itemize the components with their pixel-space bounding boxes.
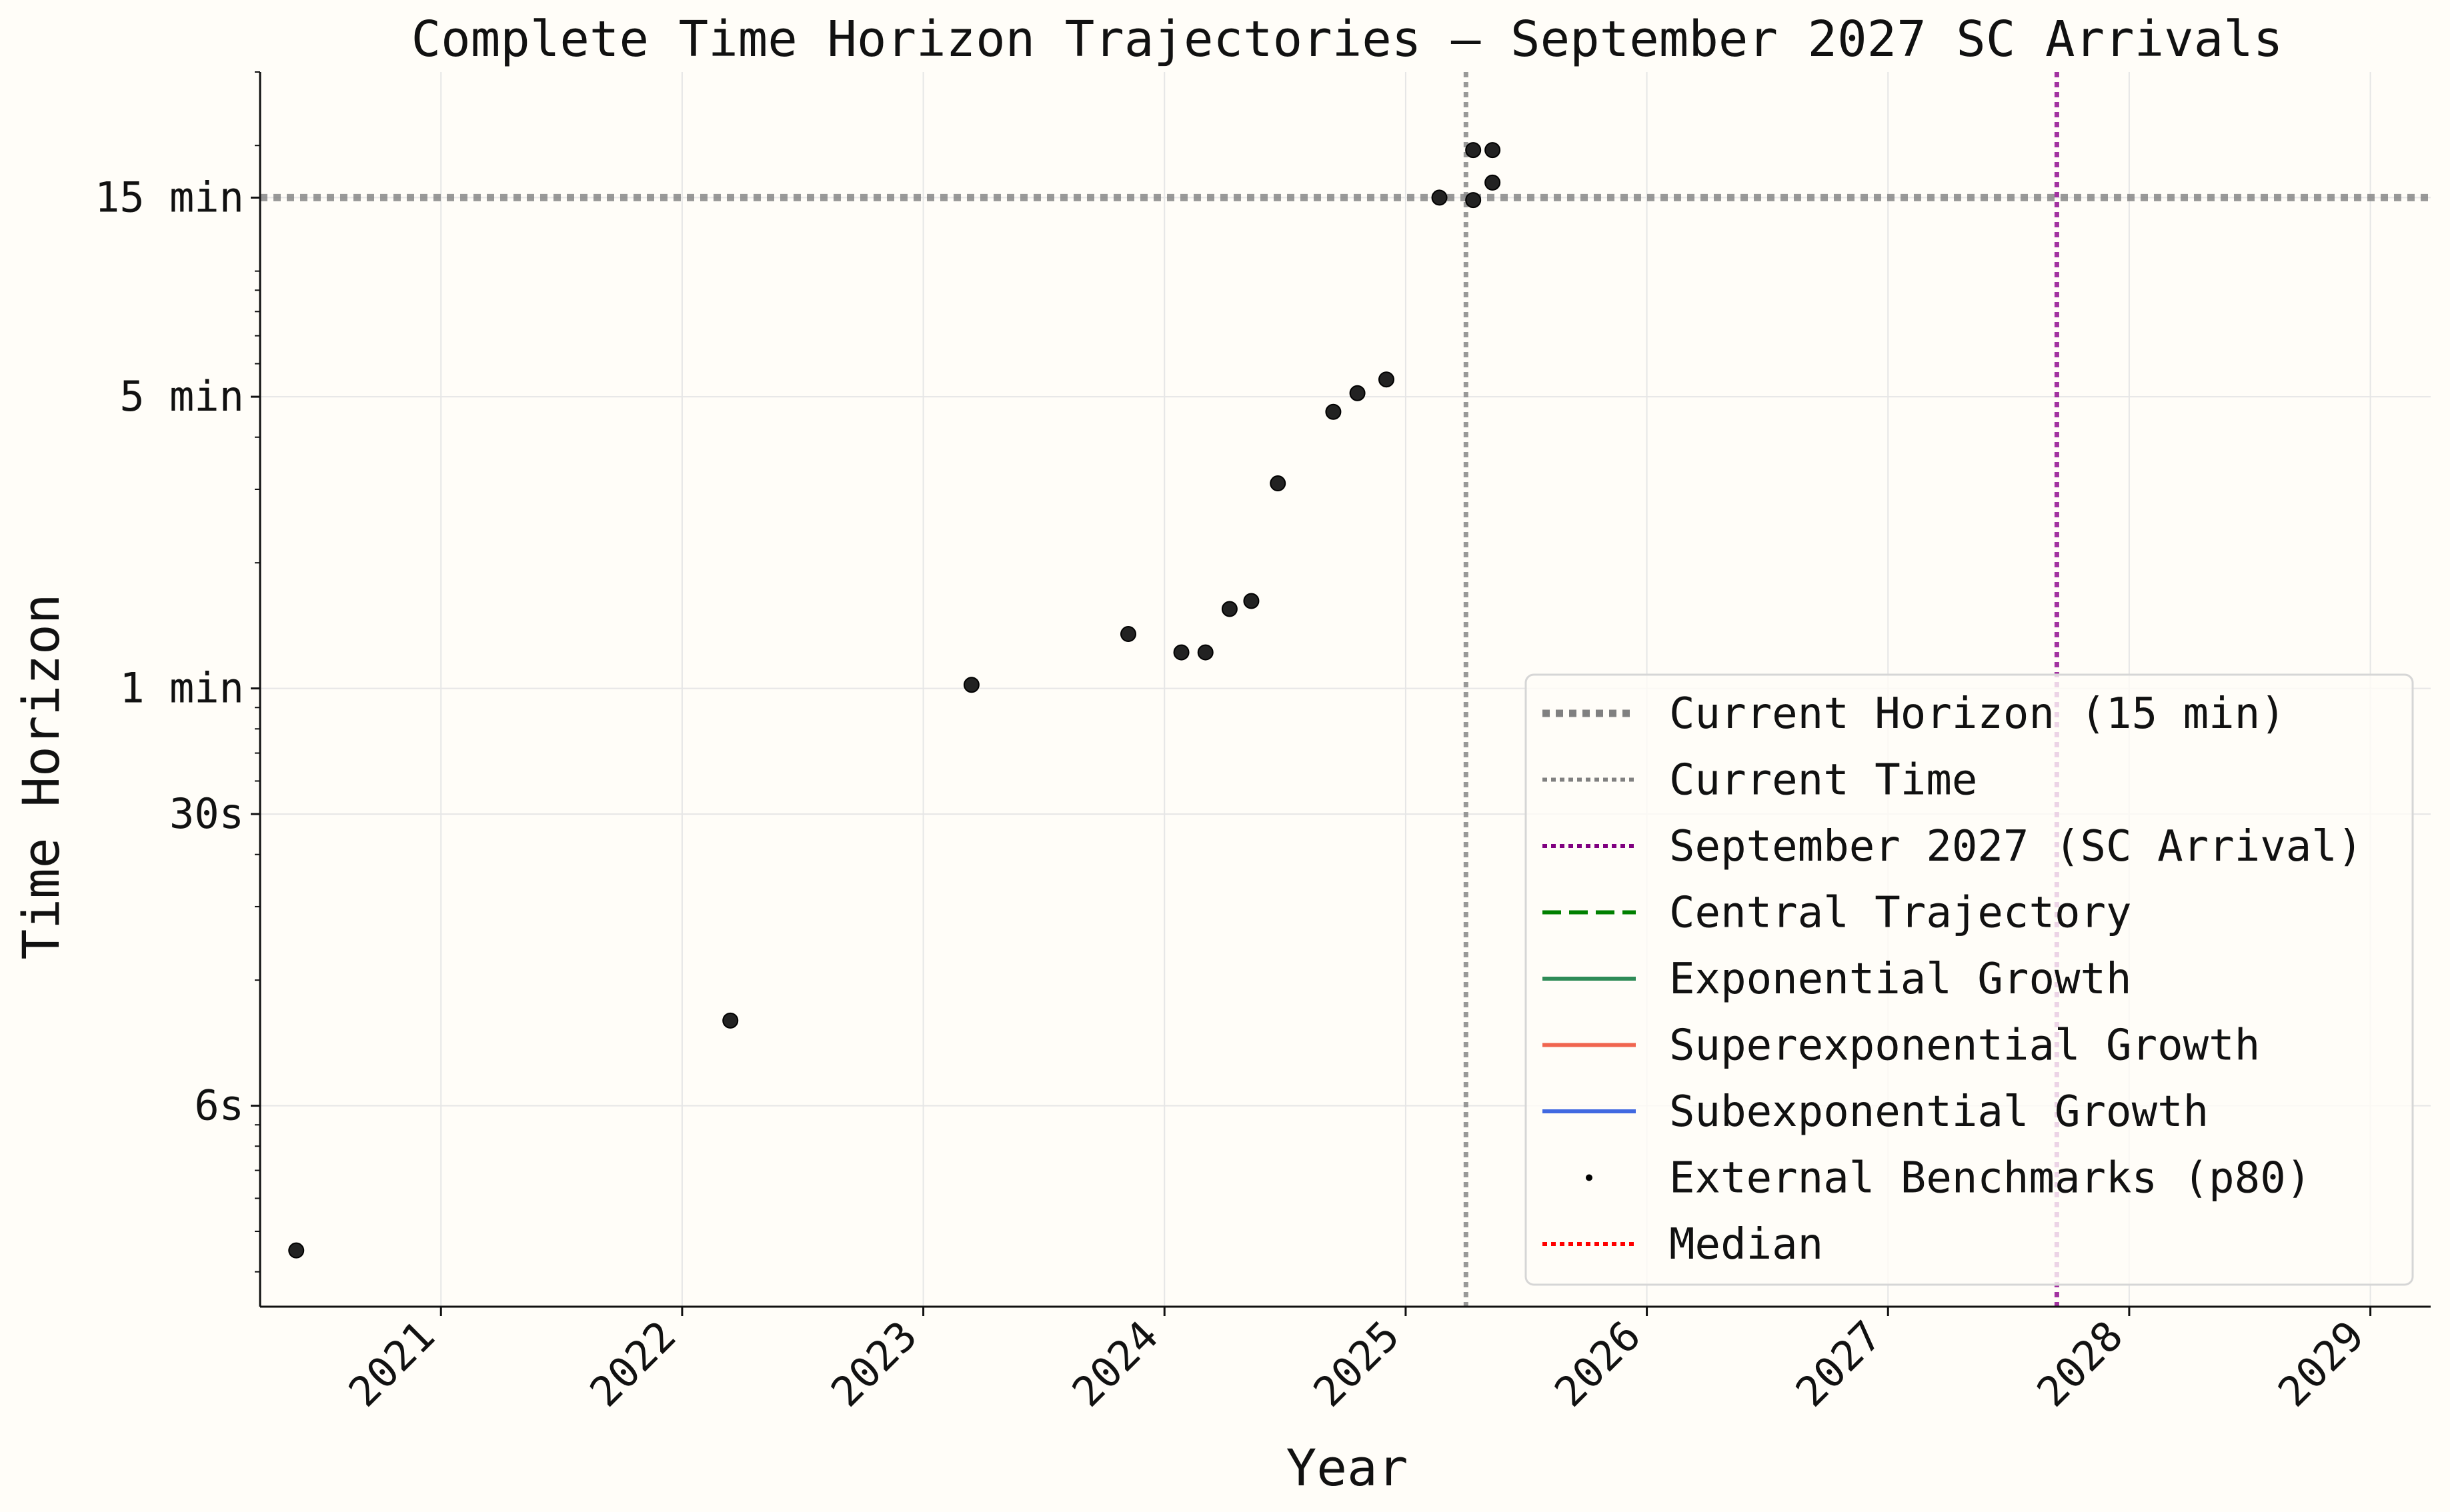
- benchmark-point: [1243, 593, 1260, 609]
- benchmark-point: [1221, 601, 1238, 617]
- benchmark-point: [1465, 142, 1482, 159]
- chart-title: Complete Time Horizon Trajectories — Sep…: [411, 11, 2283, 68]
- benchmark-point: [1484, 142, 1501, 159]
- legend-label: External Benchmarks (p80): [1669, 1154, 2311, 1203]
- y-axis-label: Time Horizon: [11, 593, 71, 959]
- benchmark-point: [1325, 403, 1342, 420]
- x-axis-label: Year: [1286, 1438, 1408, 1497]
- legend-label: September 2027 (SC Arrival): [1669, 822, 2363, 871]
- benchmark-point: [722, 1012, 739, 1029]
- benchmark-point: [1349, 385, 1366, 401]
- legend-label: Current Horizon (15 min): [1669, 689, 2286, 739]
- benchmark-point: [1120, 626, 1136, 643]
- legend-label: Subexponential Growth: [1669, 1087, 2209, 1137]
- y-tick-label: 5 min: [119, 372, 244, 421]
- y-tick-label: 30s: [169, 789, 244, 838]
- legend-label: Superexponential Growth: [1669, 1021, 2260, 1071]
- y-tick-label: 6s: [194, 1081, 244, 1130]
- legend-box: [1524, 673, 2414, 1286]
- benchmark-point: [1270, 475, 1286, 492]
- y-tick-label: 1 min: [119, 664, 244, 713]
- legend: Current Horizon (15 min) Current Time Sept…: [1524, 673, 2414, 1286]
- benchmark-point: [963, 677, 980, 693]
- y-tick-label: 15 min: [95, 173, 244, 221]
- benchmark-points: [288, 142, 1501, 1259]
- legend-marker-point: [1586, 1174, 1592, 1181]
- legend-label: Exponential Growth: [1669, 955, 2132, 1004]
- benchmark-point: [288, 1242, 305, 1259]
- legend-label: Current Time: [1669, 756, 1977, 805]
- benchmark-point: [1197, 644, 1214, 661]
- benchmark-point: [1465, 192, 1482, 209]
- reference-lines: [260, 72, 2431, 1307]
- benchmark-point: [1431, 189, 1448, 206]
- axes: [251, 71, 2431, 1316]
- legend-label: Central Trajectory: [1669, 889, 2132, 938]
- benchmark-point: [1484, 174, 1501, 191]
- legend-label: Median: [1669, 1220, 1823, 1269]
- benchmark-point: [1378, 371, 1394, 388]
- benchmark-point: [1173, 644, 1190, 661]
